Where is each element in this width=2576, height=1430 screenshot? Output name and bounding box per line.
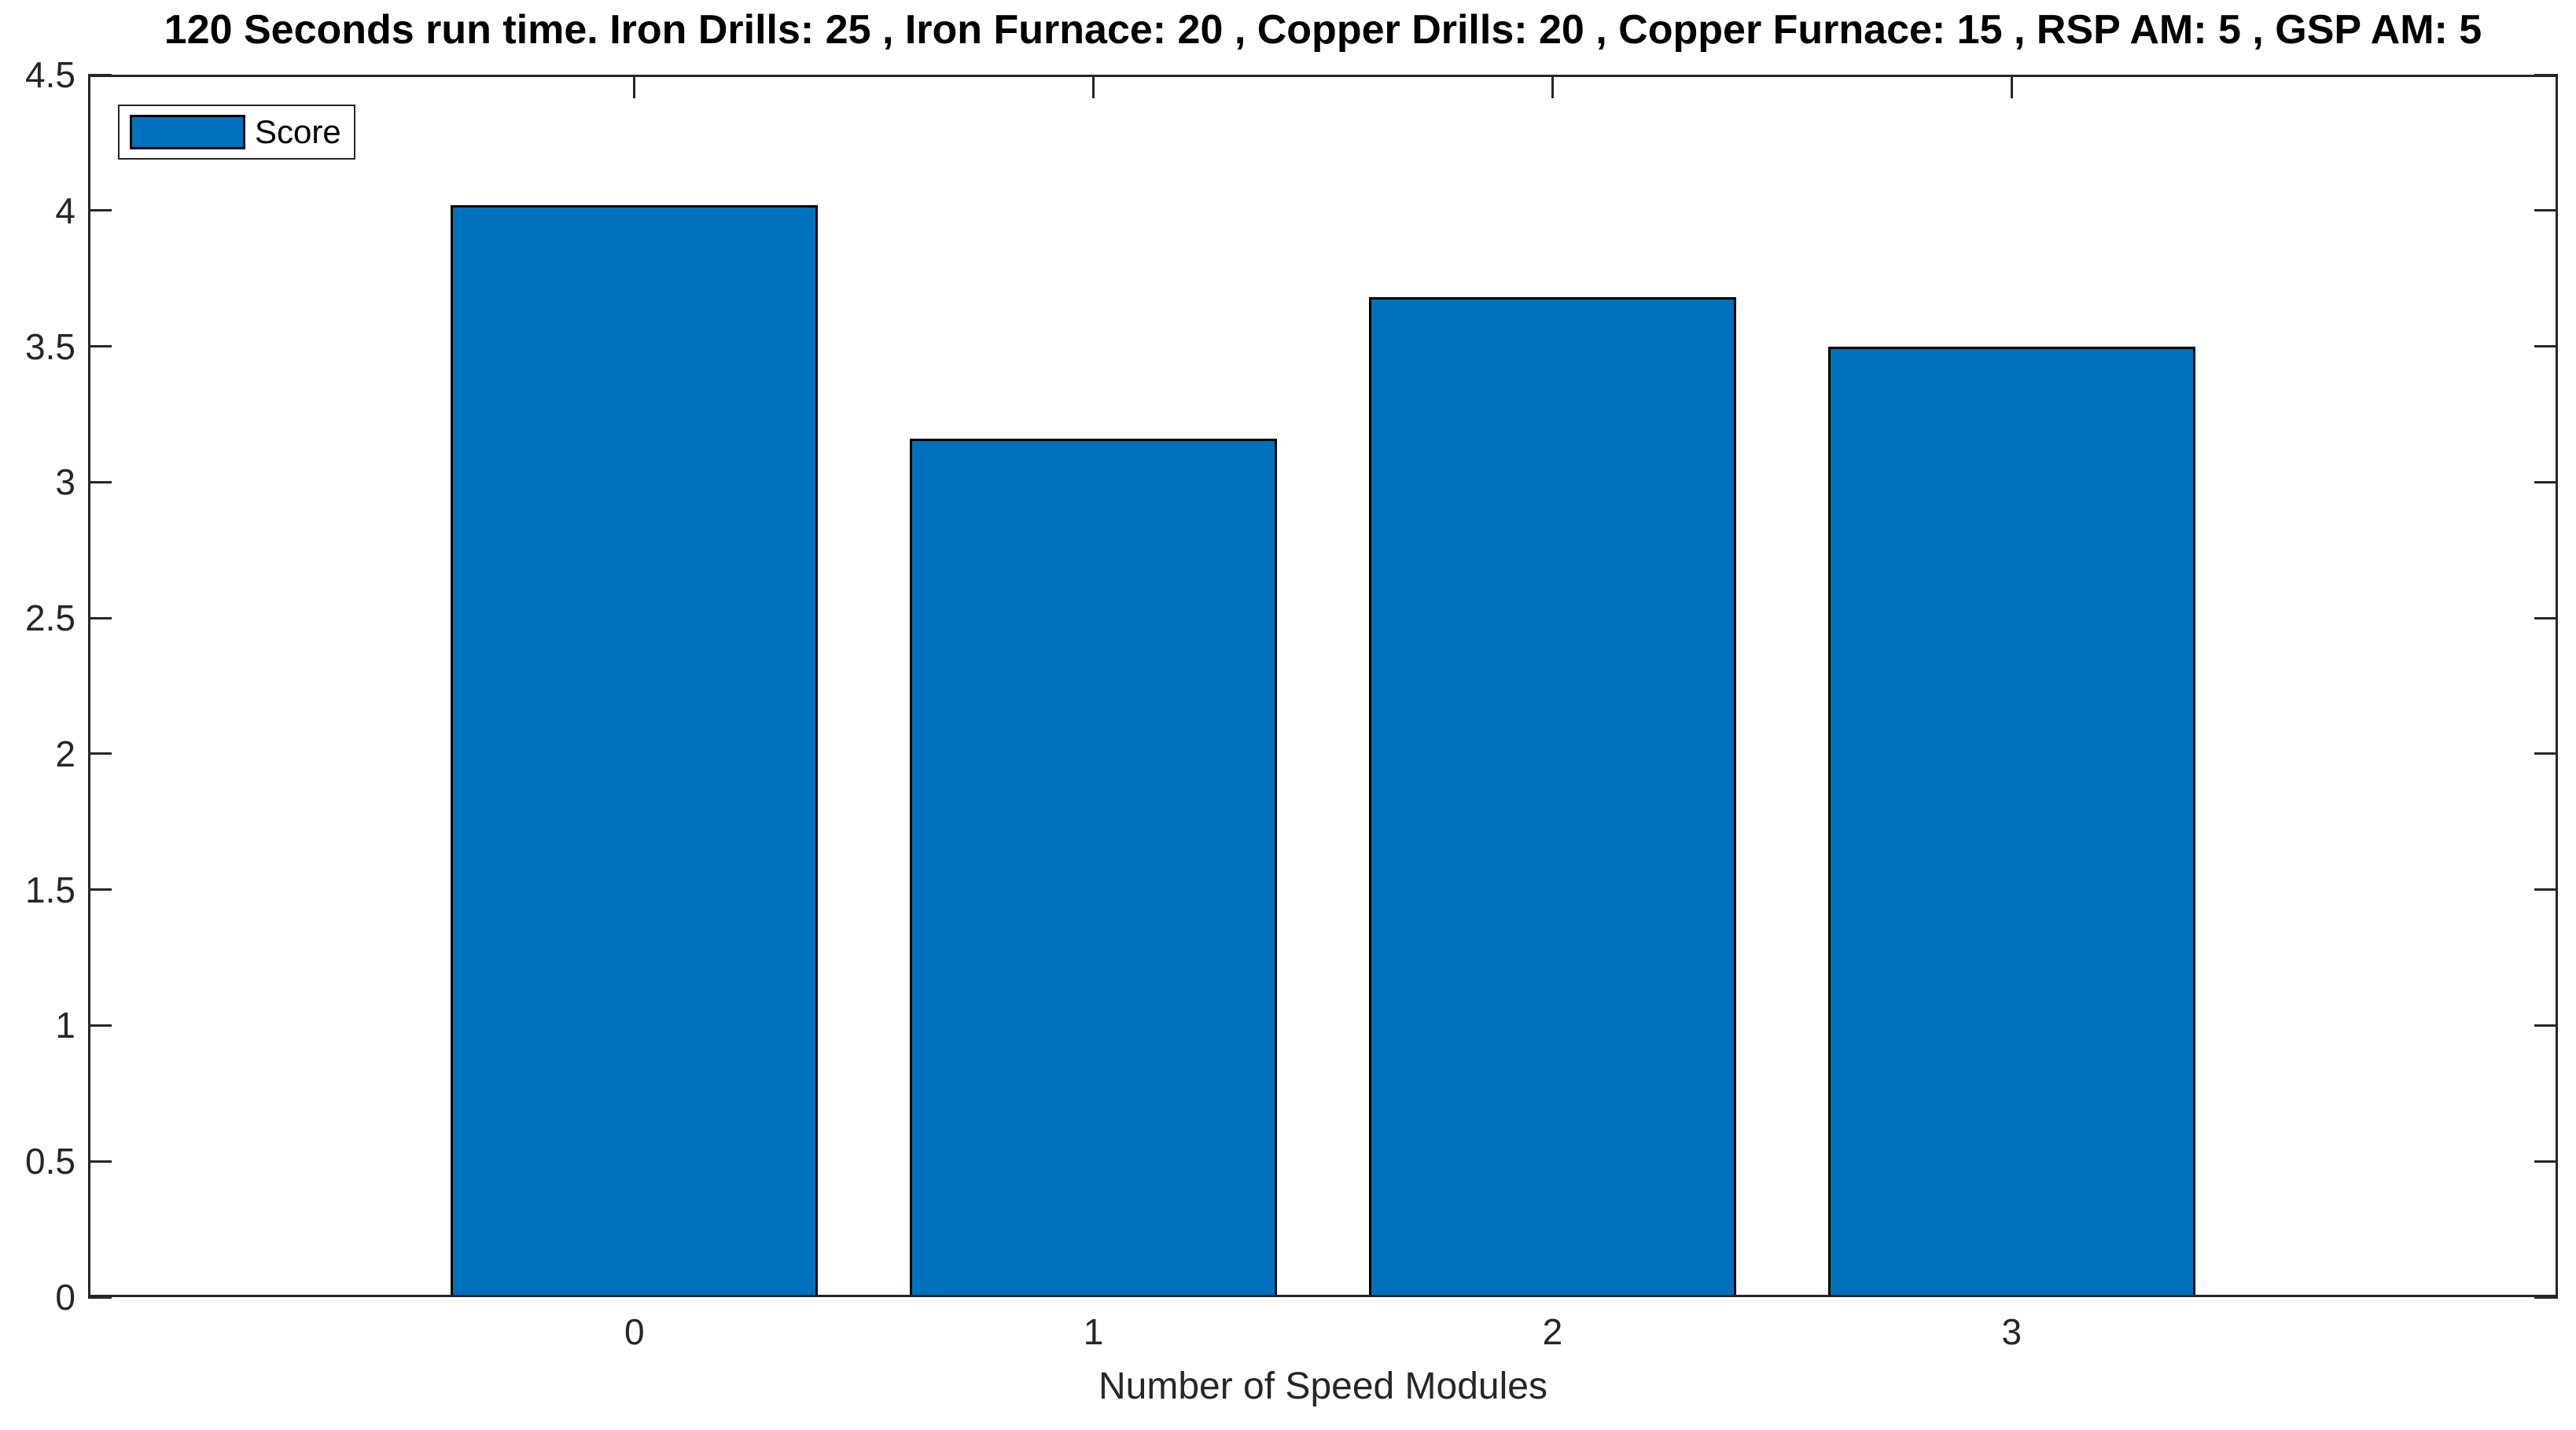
- y-tick-label-2.5: 2.5: [25, 597, 75, 639]
- y-tick-mark-left: [88, 1296, 112, 1299]
- y-tick-mark-right: [2534, 1296, 2558, 1299]
- bar-score-3: [1827, 346, 2195, 1297]
- bar-score-2: [1368, 297, 1736, 1297]
- y-tick-mark-left: [88, 73, 112, 76]
- y-tick-mark-left: [88, 209, 112, 212]
- x-tick-label-0: 0: [624, 1311, 645, 1352]
- y-tick-mark-right: [2534, 73, 2558, 76]
- y-tick-label-2: 2: [55, 733, 75, 774]
- y-tick-label-1.5: 1.5: [25, 869, 75, 910]
- legend: Score: [118, 105, 355, 160]
- y-tick-mark-left: [88, 616, 112, 619]
- y-tick-mark-right: [2534, 888, 2558, 891]
- chart-title: 120 Seconds run time. Iron Drills: 25 , …: [164, 7, 2482, 53]
- y-tick-mark-right: [2534, 752, 2558, 755]
- y-tick-mark-right: [2534, 616, 2558, 619]
- y-tick-mark-right: [2534, 1024, 2558, 1027]
- y-tick-label-1: 1: [55, 1005, 75, 1046]
- x-tick-mark-top: [633, 75, 636, 98]
- legend-swatch-score: [130, 115, 245, 149]
- x-tick-label-1: 1: [1083, 1311, 1104, 1352]
- x-tick-label-2: 2: [1542, 1311, 1563, 1352]
- x-tick-mark-top: [2010, 75, 2013, 98]
- y-tick-mark-left: [88, 345, 112, 348]
- y-tick-label-4.5: 4.5: [25, 54, 75, 95]
- y-tick-mark-right: [2534, 1160, 2558, 1163]
- bar-score-1: [910, 439, 1278, 1297]
- x-axis-label: Number of Speed Modules: [1098, 1366, 1547, 1407]
- y-tick-mark-right: [2534, 345, 2558, 348]
- y-tick-label-3.5: 3.5: [25, 325, 75, 367]
- y-tick-label-0: 0: [55, 1277, 75, 1318]
- y-tick-mark-left: [88, 1160, 112, 1163]
- y-tick-mark-left: [88, 752, 112, 755]
- y-tick-mark-right: [2534, 209, 2558, 212]
- y-tick-label-4: 4: [55, 189, 75, 231]
- y-tick-label-3: 3: [55, 461, 75, 503]
- y-tick-mark-left: [88, 1024, 112, 1027]
- bar-score-0: [451, 204, 819, 1297]
- x-tick-label-3: 3: [2001, 1311, 2022, 1352]
- x-tick-mark-top: [1092, 75, 1095, 98]
- y-tick-mark-right: [2534, 480, 2558, 483]
- y-tick-mark-left: [88, 480, 112, 483]
- y-tick-mark-left: [88, 888, 112, 891]
- x-tick-mark-top: [1551, 75, 1554, 98]
- legend-label-score: Score: [255, 113, 341, 150]
- y-tick-label-0.5: 0.5: [25, 1141, 75, 1182]
- plot-area: Score: [88, 73, 2558, 1299]
